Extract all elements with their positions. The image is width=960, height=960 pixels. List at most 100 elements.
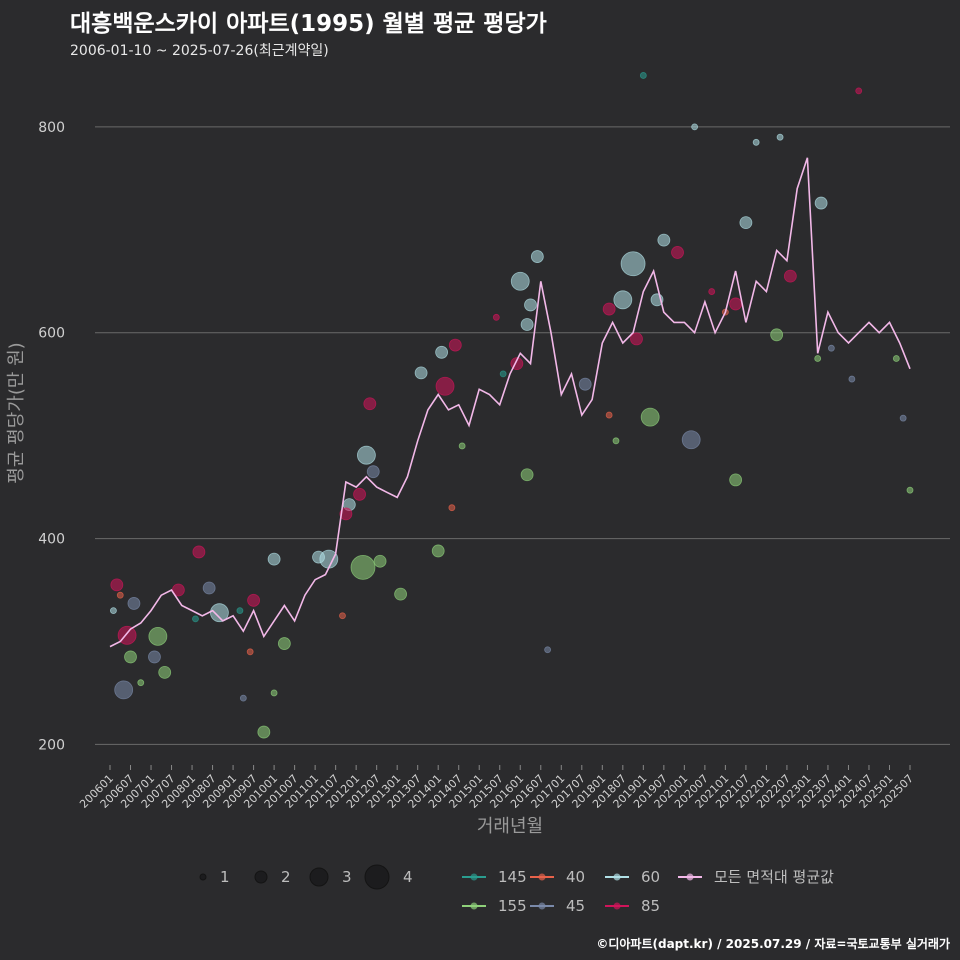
data-point-45 <box>127 597 141 610</box>
data-point-155 <box>458 442 466 450</box>
data-point-45 <box>544 646 552 654</box>
data-point-60 <box>524 298 537 312</box>
data-point-85 <box>630 332 643 346</box>
data-point-155 <box>906 486 914 494</box>
data-point-85 <box>671 246 684 259</box>
series-legend: 145 155 40 45 60 85 모든 면적대 평균값 <box>462 868 834 915</box>
data-point-155 <box>520 468 534 482</box>
data-point-45 <box>202 581 216 595</box>
series-legend-label: 모든 면적대 평균값 <box>714 868 834 886</box>
data-point-60 <box>110 607 117 615</box>
size-legend-label: 3 <box>342 868 352 886</box>
size-legend-marker <box>199 873 207 881</box>
data-point-85 <box>247 593 260 607</box>
data-point-60 <box>739 216 753 230</box>
data-point-155 <box>257 725 271 739</box>
size-legend: 1 2 3 4 <box>199 864 413 890</box>
data-point-155 <box>640 407 660 427</box>
data-point-60 <box>657 233 671 247</box>
data-point-60 <box>530 250 544 263</box>
series-legend-marker <box>470 902 478 910</box>
data-point-60 <box>510 271 530 291</box>
data-point-60 <box>520 318 534 331</box>
data-point-155 <box>394 587 407 601</box>
data-point-40 <box>605 411 613 419</box>
data-point-85 <box>339 507 353 521</box>
data-point-60 <box>691 123 699 131</box>
data-point-145 <box>639 72 647 79</box>
series-legend-label: 145 <box>498 868 527 886</box>
data-point-45 <box>239 694 247 702</box>
data-point-45 <box>114 680 134 700</box>
data-point-155 <box>158 665 172 679</box>
data-point-155 <box>373 554 387 568</box>
series-legend-marker <box>613 873 621 881</box>
data-point-85 <box>783 269 797 283</box>
size-legend-label: 2 <box>281 868 291 886</box>
series-legend-label: 40 <box>566 868 585 886</box>
data-point-60 <box>814 196 828 210</box>
data-point-45 <box>578 377 592 391</box>
series-legend-marker <box>470 873 478 881</box>
data-point-155 <box>124 650 137 664</box>
y-tick-label: 400 <box>38 532 65 548</box>
series-legend-marker <box>538 873 546 881</box>
data-point-45 <box>827 344 835 352</box>
data-point-155 <box>729 473 743 487</box>
data-point-85 <box>192 545 206 559</box>
y-axis-ticks: 200 400 600 800 <box>38 120 65 754</box>
chart-title: 대흥백운스카이 아파트(1995) 월별 평균 평당가 <box>70 11 547 37</box>
data-point-155 <box>270 689 278 697</box>
data-point-155 <box>350 554 376 580</box>
data-point-60 <box>414 366 428 380</box>
data-point-85 <box>353 487 366 501</box>
chart-subtitle: 2006-01-10 ~ 2025-07-26(최근계약일) <box>70 43 329 59</box>
data-point-40 <box>448 504 456 512</box>
data-point-155 <box>612 437 620 445</box>
data-point-155 <box>892 355 900 362</box>
data-point-60 <box>776 133 784 141</box>
data-point-155 <box>814 355 822 362</box>
data-point-60 <box>620 251 646 277</box>
data-point-60 <box>752 138 760 146</box>
series-legend-marker <box>538 902 546 910</box>
series-legend-label: 45 <box>566 897 585 915</box>
series-legend-label: 60 <box>641 868 660 886</box>
size-legend-marker <box>309 867 329 887</box>
data-point-45 <box>681 430 701 450</box>
average-price-line <box>109 157 911 648</box>
size-legend-label: 4 <box>403 868 413 886</box>
data-point-145 <box>192 615 199 623</box>
size-legend-marker <box>364 864 390 890</box>
data-point-155 <box>770 328 784 342</box>
data-point-155 <box>137 679 145 687</box>
data-point-45 <box>366 465 380 479</box>
grid-lines <box>95 126 950 745</box>
series-legend-marker <box>686 873 694 881</box>
data-point-40 <box>116 591 124 599</box>
data-point-145 <box>499 370 507 378</box>
data-point-85 <box>110 578 124 592</box>
data-point-155 <box>277 637 291 650</box>
series-legend-marker <box>613 902 621 910</box>
data-point-145 <box>236 607 244 615</box>
data-point-85 <box>435 376 455 396</box>
data-point-85 <box>448 338 462 352</box>
data-point-85 <box>729 297 743 311</box>
data-point-155 <box>431 544 445 558</box>
data-point-40 <box>246 648 254 656</box>
y-tick-label: 200 <box>38 737 65 753</box>
x-axis-ticks: 2006012006072007012007072008012008072009… <box>77 765 916 811</box>
data-point-60 <box>210 603 229 623</box>
y-axis-title: 평균 평당가(만 원) <box>6 342 27 483</box>
size-legend-label: 1 <box>220 868 230 886</box>
y-tick-label: 800 <box>38 120 65 136</box>
data-point-45 <box>848 375 856 383</box>
data-point-85 <box>363 397 377 411</box>
series-legend-label: 155 <box>498 897 527 915</box>
y-tick-label: 600 <box>38 326 65 342</box>
data-point-40 <box>339 612 346 620</box>
data-point-45 <box>148 650 161 664</box>
x-axis-title: 거래년월 <box>477 816 543 837</box>
